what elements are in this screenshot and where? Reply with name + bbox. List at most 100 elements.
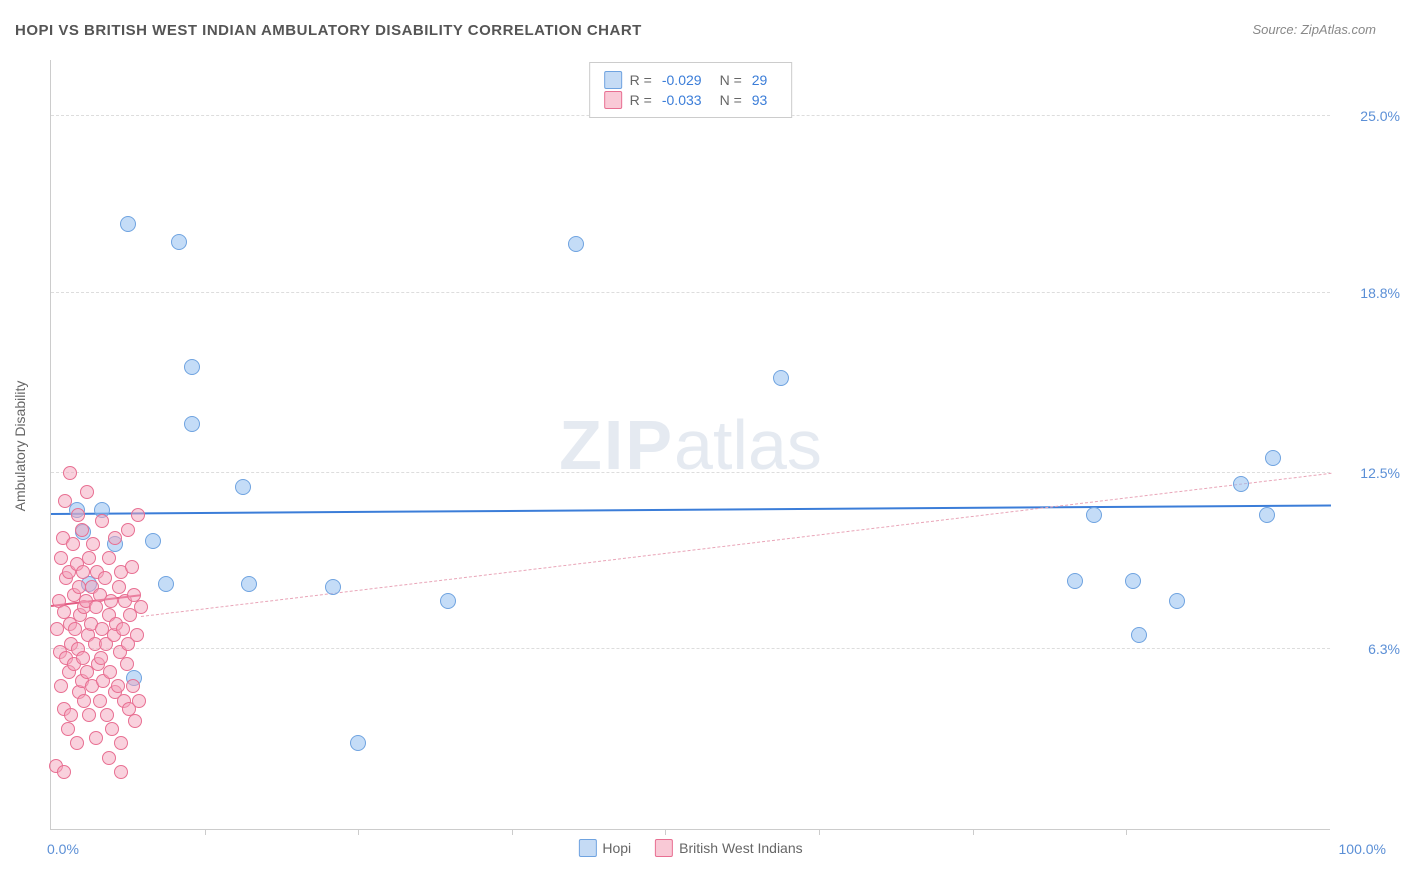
data-point [95,514,109,528]
legend-n-label: N = [720,72,742,88]
data-point [171,234,187,250]
data-point [102,751,116,765]
data-point [1067,573,1083,589]
data-point [80,485,94,499]
data-point [76,651,90,665]
data-point [184,359,200,375]
data-point [94,651,108,665]
data-point [130,628,144,642]
x-tick [358,829,359,835]
data-point [114,765,128,779]
data-point [1125,573,1141,589]
data-point [131,508,145,522]
data-point [1259,507,1275,523]
data-point [184,416,200,432]
data-point [61,722,75,736]
data-point [54,679,68,693]
gridline-h [51,472,1330,473]
data-point [77,694,91,708]
legend-r-label: R = [630,92,652,108]
data-point [82,708,96,722]
legend-bwi-label: British West Indians [679,840,802,856]
data-point [112,580,126,594]
legend-r-label: R = [630,72,652,88]
swatch-pink-icon [604,91,622,109]
legend-hopi-r: -0.029 [662,72,702,88]
data-point [63,466,77,480]
chart-title: HOPI VS BRITISH WEST INDIAN AMBULATORY D… [15,22,642,39]
y-tick-label: 6.3% [1340,641,1400,657]
data-point [54,551,68,565]
x-tick [665,829,666,835]
data-point [350,735,366,751]
data-point [76,565,90,579]
data-point [773,370,789,386]
data-point [235,479,251,495]
data-point [111,679,125,693]
chart-container: HOPI VS BRITISH WEST INDIAN AMBULATORY D… [0,0,1406,892]
swatch-blue-icon [578,839,596,857]
legend-item-bwi: British West Indians [655,839,802,857]
data-point [1086,507,1102,523]
data-point [71,508,85,522]
data-point [128,714,142,728]
y-tick-label: 12.5% [1340,465,1400,481]
data-point [114,736,128,750]
x-tick-max: 100.0% [1339,841,1386,857]
legend-series: Hopi British West Indians [578,839,802,857]
data-point [1233,476,1249,492]
data-point [89,731,103,745]
x-tick [819,829,820,835]
data-point [104,594,118,608]
y-tick-label: 18.8% [1340,285,1400,301]
data-point [100,708,114,722]
legend-row-hopi: R = -0.029 N = 29 [604,71,778,89]
data-point [121,523,135,537]
swatch-blue-icon [604,71,622,89]
data-point [93,694,107,708]
legend-hopi-n: 29 [752,72,768,88]
data-point [1169,593,1185,609]
data-point [108,531,122,545]
data-point [568,236,584,252]
legend-stats: R = -0.029 N = 29 R = -0.033 N = 93 [589,62,793,118]
trendline-bwi-dash [141,473,1332,617]
legend-bwi-n: 93 [752,92,768,108]
data-point [145,533,161,549]
data-point [1265,450,1281,466]
data-point [120,216,136,232]
legend-n-label: N = [720,92,742,108]
data-point [126,679,140,693]
legend-item-hopi: Hopi [578,839,631,857]
data-point [241,576,257,592]
x-tick [205,829,206,835]
data-point [103,665,117,679]
data-point [1131,627,1147,643]
legend-bwi-r: -0.033 [662,92,702,108]
data-point [86,537,100,551]
x-tick [512,829,513,835]
data-point [70,736,84,750]
gridline-h [51,292,1330,293]
data-point [325,579,341,595]
legend-row-bwi: R = -0.033 N = 93 [604,91,778,109]
y-tick-label: 25.0% [1340,108,1400,124]
x-tick [1126,829,1127,835]
plot-area: ZIPatlas R = -0.029 N = 29 R = -0.033 N … [50,60,1330,830]
data-point [82,551,96,565]
data-point [102,551,116,565]
data-point [440,593,456,609]
x-tick [973,829,974,835]
data-point [98,571,112,585]
data-point [105,722,119,736]
data-point [134,600,148,614]
source-label: Source: ZipAtlas.com [1252,22,1376,37]
data-point [116,622,130,636]
gridline-h [51,648,1330,649]
data-point [75,523,89,537]
x-tick-min: 0.0% [47,841,79,857]
legend-hopi-label: Hopi [602,840,631,856]
data-point [120,657,134,671]
data-point [125,560,139,574]
swatch-pink-icon [655,839,673,857]
